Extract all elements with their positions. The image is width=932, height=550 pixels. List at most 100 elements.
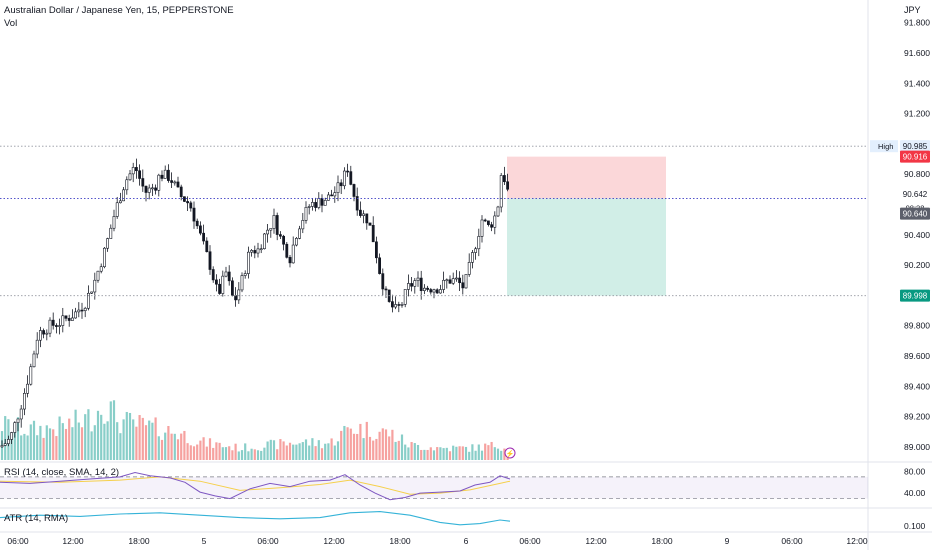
candle-body [374, 241, 378, 259]
price-axis[interactable]: 91.800 91.600 91.400 91.200 90.800 90.400 90.2… [904, 18, 930, 452]
volume-bar [45, 425, 48, 460]
candle-body [429, 289, 433, 293]
volume-bar [196, 444, 199, 460]
candle-body [333, 192, 337, 197]
candle-body [349, 171, 353, 185]
candle-body [266, 229, 270, 235]
candle-body [381, 273, 385, 290]
volume-bar [317, 440, 320, 460]
candle-body [432, 289, 436, 293]
volume-bar [170, 433, 173, 460]
volume-bar [400, 434, 404, 460]
candle-body [371, 225, 375, 243]
volume-bar [55, 436, 58, 460]
candle-body [416, 277, 420, 281]
candle-body [298, 228, 302, 239]
lightning-icon [504, 447, 516, 459]
rsi-legend[interactable]: RSI (14, close, SMA, 14, 2) [4, 467, 120, 478]
volume-bar [237, 451, 240, 460]
volume-bar [493, 447, 496, 460]
volume-bar [218, 442, 221, 460]
candle-body [493, 215, 497, 228]
volume-bar [96, 410, 100, 460]
volume-legend[interactable]: Vol [4, 18, 18, 29]
volume-bar [474, 450, 477, 460]
time-axis[interactable]: 06:00 12:00 18:00 5 06:00 12:00 18:00 6 06:00 12:… [7, 536, 868, 546]
candle-body [506, 181, 510, 190]
candle-body [240, 275, 244, 291]
volume-bar [372, 440, 375, 460]
price-tick-label: 90.200 [904, 260, 930, 270]
volume-bar [234, 443, 237, 460]
volume-bar [48, 428, 52, 460]
volume-bar [260, 450, 263, 460]
candle-body [406, 283, 410, 290]
candle-body [445, 279, 449, 282]
volume-bar [64, 428, 68, 460]
volume-bar [29, 424, 32, 460]
candle-body [278, 234, 282, 237]
volume-bar [266, 441, 269, 460]
candle-body [183, 196, 186, 202]
volume-bar [160, 439, 164, 460]
volume-bar [484, 443, 487, 460]
volume-bar [228, 446, 231, 460]
candle-body [32, 353, 36, 368]
candle-body [58, 325, 62, 327]
candle-body [115, 202, 119, 217]
candle-body [435, 289, 439, 294]
volume-bar [84, 414, 87, 460]
volume-bar [103, 423, 106, 460]
candle-body [131, 167, 135, 175]
rsi-band [0, 476, 868, 499]
atr-legend[interactable]: ATR (14, RMA) [4, 513, 69, 524]
volume-bar [106, 421, 109, 460]
volume-bar [26, 435, 29, 460]
position-zones[interactable] [507, 156, 666, 296]
volume-bar [336, 441, 340, 460]
volume-bar [292, 444, 295, 460]
volume-bar [464, 446, 468, 460]
volume-bar [445, 447, 448, 460]
volume-bar [125, 411, 128, 460]
volume-bar [244, 443, 247, 460]
atr-pane[interactable]: 0.100 [0, 511, 926, 531]
candle-body [227, 271, 231, 282]
volume-bar [93, 425, 96, 460]
candle-body [173, 181, 177, 184]
volume-bar [212, 447, 215, 460]
candle-body [154, 187, 158, 191]
candle-body [467, 262, 471, 275]
candle-body [29, 366, 33, 385]
candle-body [464, 274, 468, 289]
volume-bar [410, 442, 413, 460]
time-label: 06:00 [781, 536, 803, 546]
volume-bar [468, 451, 471, 460]
candle-body [486, 220, 490, 225]
high-tag-bg [870, 140, 898, 153]
candle-body [438, 289, 442, 294]
volume-bar [272, 440, 276, 460]
rsi-pane[interactable]: 80.00 40.00 [0, 466, 926, 501]
volume-bar [416, 444, 420, 460]
volume-bar [90, 431, 93, 460]
rsi-tick-label: 80.00 [904, 466, 926, 476]
volume-bar [407, 447, 410, 460]
volume-bar [413, 443, 416, 460]
candle-body [96, 270, 100, 281]
volume-bar [151, 422, 154, 460]
volume-bar [404, 444, 407, 460]
price-lines [0, 145, 868, 297]
volume-bar [343, 425, 346, 460]
volume-bar [263, 447, 266, 460]
volume-bar [298, 443, 301, 460]
candle-body [192, 207, 196, 222]
time-label: 12:00 [846, 536, 868, 546]
volume-bar [52, 429, 55, 460]
symbol-title[interactable]: Australian Dollar / Japanese Yen, 15, PE… [4, 5, 234, 16]
stop-badge: 90.916 [903, 153, 928, 162]
high-badge-bg [900, 140, 930, 153]
volume-bar [327, 443, 330, 460]
candle-body [87, 292, 90, 309]
